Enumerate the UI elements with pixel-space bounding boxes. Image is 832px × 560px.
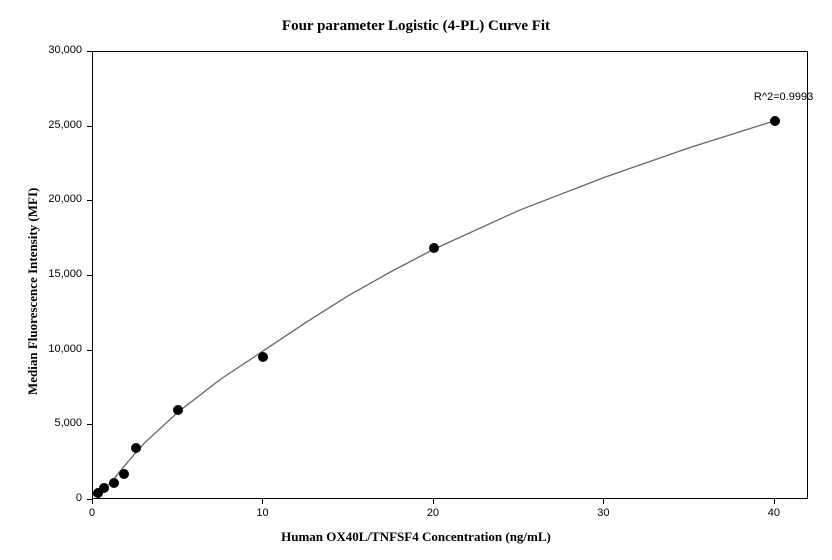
x-tick-mark	[262, 499, 263, 504]
y-axis-label: Median Fluorescence Intensity (MFI)	[25, 188, 41, 395]
y-tick-label: 15,000	[48, 268, 82, 280]
y-tick-mark	[87, 424, 92, 425]
y-tick-mark	[87, 200, 92, 201]
y-tick-mark	[87, 126, 92, 127]
x-tick-label: 0	[89, 507, 95, 519]
chart-container: Four parameter Logistic (4-PL) Curve Fit…	[0, 0, 832, 560]
y-tick-label: 25,000	[48, 119, 82, 131]
data-point	[258, 352, 268, 362]
data-point	[770, 116, 780, 126]
y-tick-label: 5,000	[54, 417, 82, 429]
y-tick-mark	[87, 350, 92, 351]
y-tick-mark	[87, 275, 92, 276]
data-point	[109, 478, 119, 488]
data-point	[429, 243, 439, 253]
x-tick-label: 40	[768, 507, 780, 519]
x-axis-label: Human OX40L/TNFSF4 Concentration (ng/mL)	[0, 529, 832, 545]
y-tick-label: 20,000	[48, 193, 82, 205]
data-point	[173, 405, 183, 415]
x-tick-mark	[603, 499, 604, 504]
y-tick-label: 30,000	[48, 44, 82, 56]
x-tick-label: 30	[597, 507, 609, 519]
data-point	[99, 483, 109, 493]
curve-path	[93, 121, 775, 496]
fit-curve	[93, 52, 809, 500]
chart-title: Four parameter Logistic (4-PL) Curve Fit	[0, 18, 832, 35]
x-tick-mark	[774, 499, 775, 504]
y-tick-label: 0	[76, 492, 82, 504]
x-tick-label: 10	[256, 507, 268, 519]
data-point	[119, 469, 129, 479]
y-tick-mark	[87, 51, 92, 52]
y-tick-label: 10,000	[48, 343, 82, 355]
data-point	[131, 443, 141, 453]
plot-area	[92, 51, 808, 499]
r-squared-annotation: R^2=0.9993	[754, 91, 813, 103]
x-tick-mark	[433, 499, 434, 504]
x-tick-label: 20	[427, 507, 439, 519]
x-tick-mark	[92, 499, 93, 504]
